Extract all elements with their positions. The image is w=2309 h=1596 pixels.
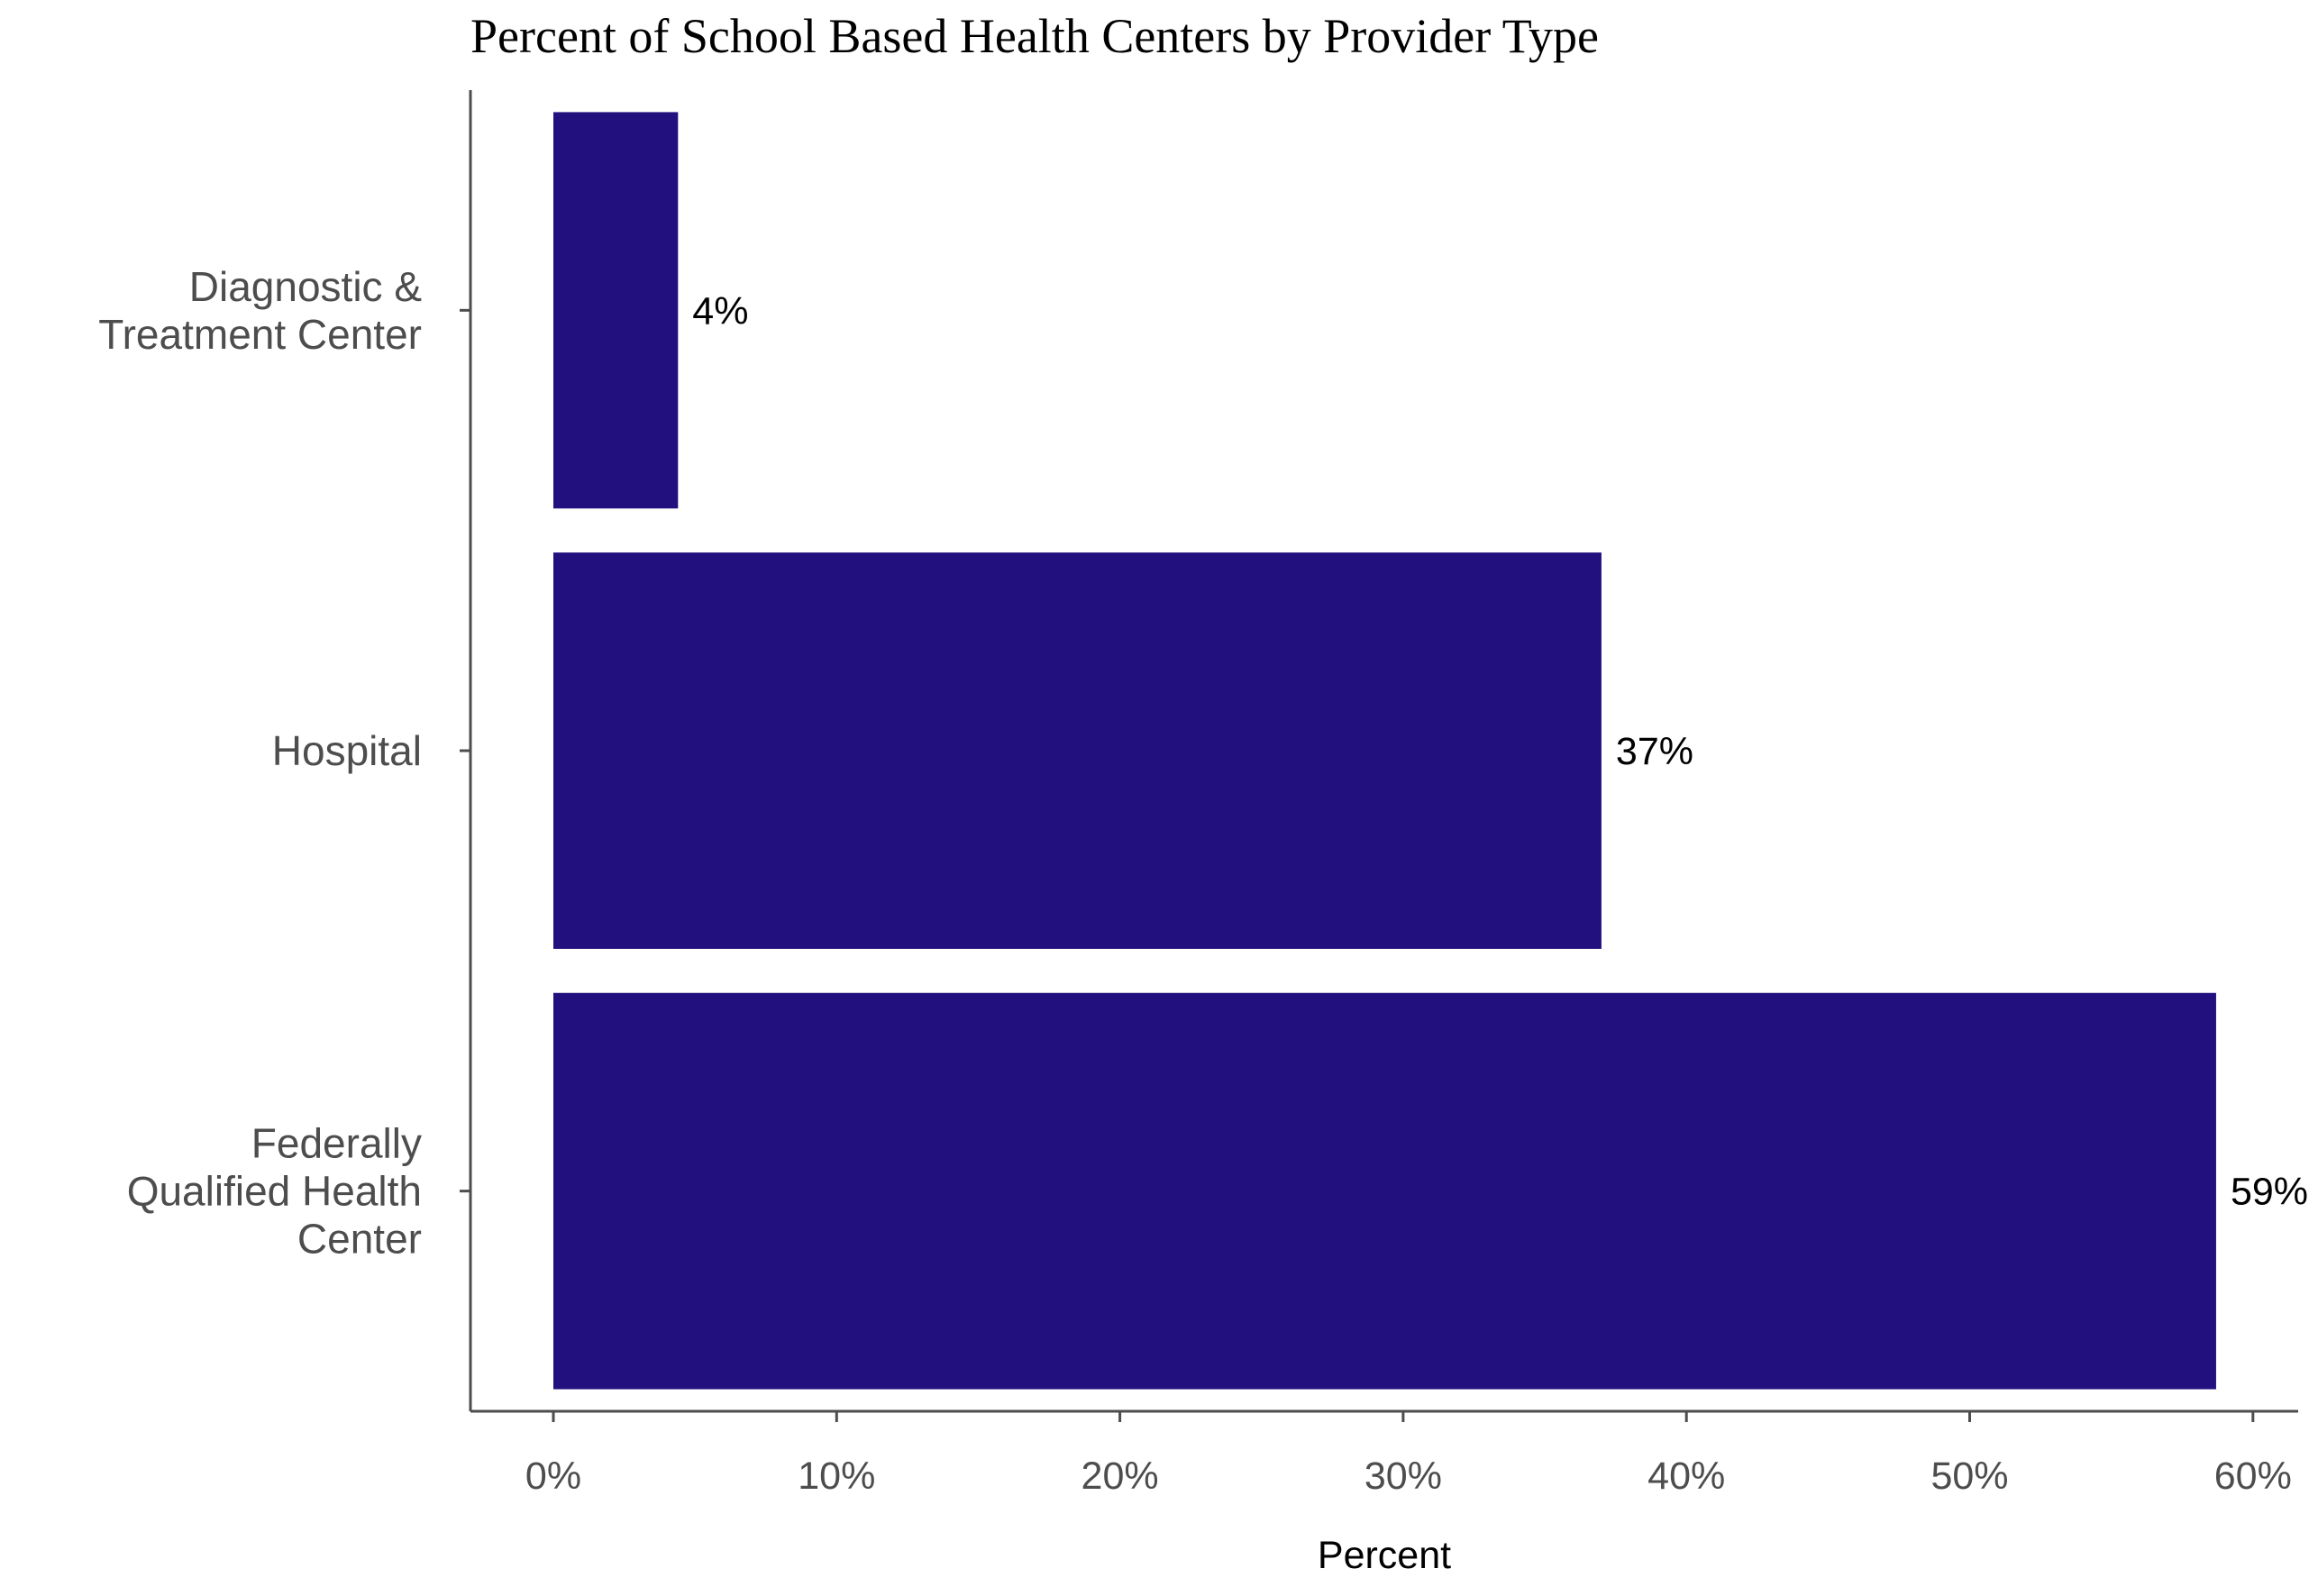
x-axis-title: Percent — [1318, 1534, 1451, 1577]
category-label: Hospital — [272, 727, 422, 774]
x-tick-label: 20% — [1081, 1455, 1159, 1498]
bar-value-label: 4% — [692, 289, 748, 333]
category-label: Diagnostic & Treatment Center — [98, 263, 422, 358]
bar — [553, 552, 1602, 949]
x-tick-label: 60% — [2214, 1455, 2292, 1498]
category-label: Federally Qualified Health Center — [127, 1120, 422, 1263]
bar-value-label: 59% — [2231, 1171, 2308, 1214]
bars-layer: 4% 37% 59% — [553, 112, 2308, 1390]
bar — [553, 112, 679, 509]
x-tick-label: 10% — [798, 1455, 875, 1498]
x-tick-label: 50% — [1930, 1455, 2008, 1498]
bar — [553, 992, 2216, 1390]
y-axis-labels: Diagnostic & Treatment Center Hospital Fede… — [98, 263, 470, 1263]
x-tick-label: 40% — [1647, 1455, 1725, 1498]
x-tick-label: 0% — [525, 1455, 581, 1498]
x-axis-ticks: 0% 10% 20% 30% 40% 50% 60% — [525, 1411, 2292, 1498]
chart-title: Percent of School Based Health Centers b… — [470, 9, 1599, 63]
x-tick-label: 30% — [1364, 1455, 1442, 1498]
bar-value-label: 37% — [1616, 730, 1693, 773]
